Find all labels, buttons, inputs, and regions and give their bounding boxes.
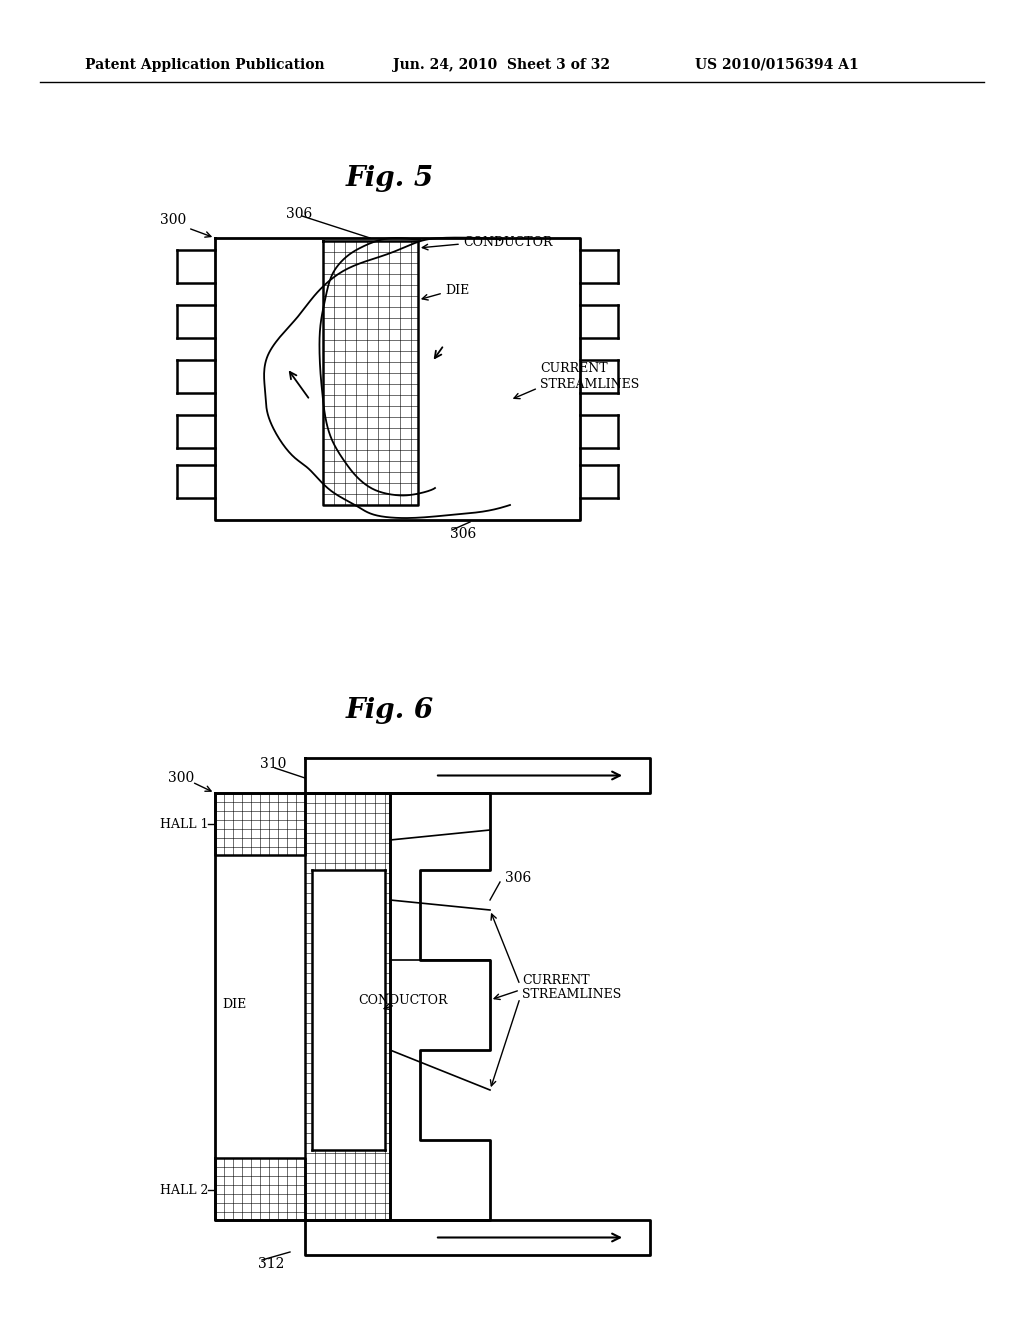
Text: DIE: DIE: [445, 284, 469, 297]
Text: 306: 306: [286, 207, 312, 220]
Text: Jun. 24, 2010  Sheet 3 of 32: Jun. 24, 2010 Sheet 3 of 32: [393, 58, 610, 73]
Polygon shape: [312, 870, 385, 1150]
Text: CURRENT: CURRENT: [522, 974, 590, 986]
Text: CONDUCTOR: CONDUCTOR: [358, 994, 447, 1006]
Text: STREAMLINES: STREAMLINES: [522, 989, 622, 1002]
Text: CURRENT: CURRENT: [540, 362, 607, 375]
Text: Patent Application Publication: Patent Application Publication: [85, 58, 325, 73]
Text: HALL 1: HALL 1: [160, 817, 209, 830]
Text: Fig. 5: Fig. 5: [346, 165, 434, 191]
Text: DIE: DIE: [222, 998, 246, 1011]
Text: CONDUCTOR: CONDUCTOR: [463, 235, 553, 248]
Text: 300: 300: [168, 771, 195, 785]
Text: 306: 306: [505, 871, 531, 884]
Text: 312: 312: [258, 1257, 285, 1271]
Text: 306: 306: [450, 527, 476, 541]
Text: Fig. 6: Fig. 6: [346, 697, 434, 723]
Text: US 2010/0156394 A1: US 2010/0156394 A1: [695, 58, 859, 73]
Text: HALL 2: HALL 2: [160, 1184, 208, 1196]
Text: 310: 310: [260, 756, 287, 771]
Text: STREAMLINES: STREAMLINES: [540, 378, 639, 391]
Text: 300: 300: [160, 213, 186, 227]
